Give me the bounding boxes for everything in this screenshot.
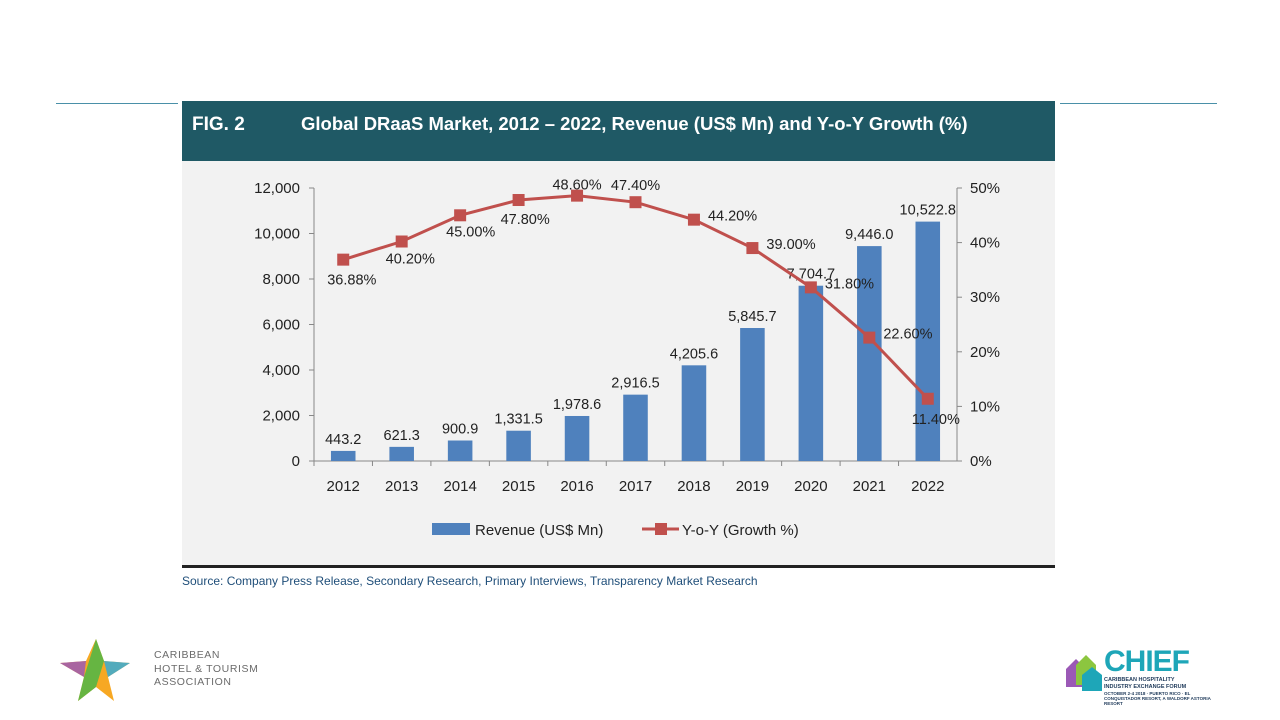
logo-text-line: HOTEL & TOURISM (154, 662, 259, 675)
x-axis-tick-label: 2013 (385, 478, 418, 495)
left-axis-tick-label: 6,000 (262, 317, 300, 334)
revenue-bar-label: 10,522.8 (900, 203, 956, 219)
growth-marker (863, 331, 876, 344)
x-axis-tick-label: 2014 (443, 478, 476, 495)
x-axis-tick-label: 2019 (736, 478, 769, 495)
source-note: Source: Company Press Release, Secondary… (182, 574, 758, 588)
left-axis-tick-label: 2,000 (262, 408, 300, 425)
revenue-bar (506, 430, 531, 461)
legend-growth-marker (655, 523, 667, 535)
growth-label: 39.00% (766, 237, 815, 253)
x-axis-tick-label: 2012 (327, 478, 360, 495)
revenue-bar (915, 221, 941, 461)
growth-line (342, 194, 929, 400)
houses-icon (1066, 655, 1102, 691)
revenue-bar-label: 2,916.5 (611, 376, 659, 392)
growth-label: 47.80% (501, 212, 550, 228)
growth-marker (512, 194, 525, 207)
star-logo-icon (60, 639, 130, 701)
revenue-bar (623, 394, 648, 461)
left-axis-tick-label: 8,000 (262, 271, 300, 288)
x-axis-tick-label: 2020 (794, 478, 827, 495)
x-axis-tick-label: 2018 (677, 478, 710, 495)
revenue-bar (681, 365, 707, 461)
revenue-bar-label: 9,446.0 (845, 227, 893, 243)
chief-subtitle-line: CARIBBEAN HOSPITALITY (1104, 677, 1175, 683)
revenue-bar (389, 446, 414, 461)
revenue-bar (798, 285, 824, 461)
growth-label: 22.60% (883, 327, 932, 343)
chief-wordmark: CHIEF (1104, 645, 1190, 678)
revenue-bar (564, 415, 590, 461)
revenue-bar-label: 1,331.5 (494, 412, 542, 428)
legend-growth-label: Y-o-Y (Growth %) (682, 522, 799, 539)
right-axis-tick-label: 20% (970, 344, 1000, 361)
revenue-bar-label: 443.2 (325, 432, 361, 448)
revenue-bar-label: 5,845.7 (728, 309, 776, 325)
growth-marker (921, 392, 934, 405)
chief-logo: CHIEF CARIBBEAN HOSPITALITY INDUSTRY EXC… (1062, 645, 1224, 706)
growth-marker (337, 253, 350, 266)
logo-text-line: ASSOCIATION (154, 676, 232, 688)
chief-date: OCTOBER 2-4 2018 · PUERTO RICO · EL CONQ… (1104, 691, 1211, 706)
revenue-bar-label: 900.9 (442, 422, 478, 438)
growth-label: 44.20% (708, 209, 757, 225)
growth-label: 31.80% (825, 276, 874, 292)
legend-revenue-label: Revenue (US$ Mn) (475, 522, 603, 539)
growth-marker (687, 213, 700, 226)
revenue-bar (447, 440, 473, 461)
right-axis-tick-label: 40% (970, 235, 1000, 252)
right-axis-tick-label: 50% (970, 180, 1000, 197)
revenue-bar-label: 1,978.6 (553, 397, 601, 413)
growth-marker (629, 196, 642, 209)
chief-subtitle: CARIBBEAN HOSPITALITY INDUSTRY EXCHANGE … (1104, 677, 1224, 690)
right-axis-tick-label: 0% (970, 453, 992, 470)
caribbean-hotel-tourism-text: CARIBBEAN HOTEL & TOURISM ASSOCIATION (154, 649, 259, 690)
growth-label: 36.88% (327, 273, 376, 289)
growth-label: 45.00% (446, 224, 495, 240)
figure-number: FIG. 2 (192, 114, 245, 135)
growth-label: 40.20% (386, 252, 435, 268)
growth-marker (746, 242, 759, 255)
growth-marker (571, 189, 584, 202)
x-axis-tick-label: 2017 (619, 478, 652, 495)
revenue-bar (857, 246, 882, 461)
legend-revenue-swatch (432, 523, 470, 535)
x-axis-tick-label: 2016 (560, 478, 593, 495)
left-axis-tick-label: 4,000 (262, 362, 300, 379)
left-axis-tick-label: 12,000 (254, 180, 300, 197)
x-axis-tick-label: 2021 (853, 478, 886, 495)
growth-marker (454, 209, 467, 222)
header-rule-left (56, 103, 178, 104)
growth-marker (804, 281, 817, 294)
figure-header: FIG. 2 Global DRaaS Market, 2012 – 2022,… (182, 101, 1055, 161)
chief-subtitle-line: INDUSTRY EXCHANGE FORUM (1104, 683, 1187, 690)
logo-text-line: CARIBBEAN (154, 649, 221, 661)
figure-title: Global DRaaS Market, 2012 – 2022, Revenu… (301, 113, 968, 134)
x-axis-tick-label: 2015 (502, 478, 535, 495)
chart-panel: 0 2,000 4,000 6,000 8,000 10,000 12,000 0% 10% 20… (182, 161, 1055, 568)
revenue-bar (330, 450, 356, 461)
right-axis-tick-label: 30% (970, 289, 1000, 306)
revenue-bar (740, 328, 765, 461)
revenue-bar-label: 621.3 (384, 428, 420, 444)
left-axis-tick-label: 10,000 (254, 226, 300, 243)
left-axis-tick-label: 0 (292, 453, 300, 470)
growth-label: 48.60% (552, 178, 601, 194)
growth-marker (395, 235, 408, 248)
x-axis-tick-label: 2022 (911, 478, 944, 495)
right-axis-tick-label: 10% (970, 398, 1000, 415)
chart-svg: 0 2,000 4,000 6,000 8,000 10,000 12,000 0% 10% 20… (254, 178, 1000, 539)
caribbean-hotel-tourism-logo (56, 637, 256, 703)
growth-label: 47.40% (611, 178, 660, 194)
header-rule-right (1060, 103, 1217, 104)
growth-label: 11.40% (912, 412, 960, 428)
revenue-bar-label: 4,205.6 (670, 346, 718, 362)
